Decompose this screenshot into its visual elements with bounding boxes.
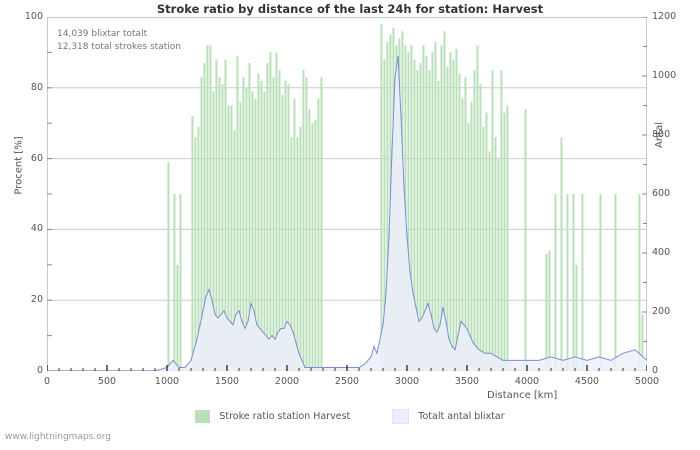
y-axis-right-tick-1000: 1000 [652,70,677,81]
gridlines [47,87,647,301]
y-axis-left-tick-20: 20 [30,294,43,306]
x-axis-tick-2500: 2500 [334,376,360,387]
y-axis-left-title: Procent [%] [13,136,25,195]
y-axis-right-title: Antal [654,122,665,149]
y-axis-right-tick-0: 0 [652,365,659,376]
x-axis-tick-3000: 3000 [394,376,420,387]
x-axis-tick-marks [47,365,647,371]
line-series-fill [47,55,647,371]
y-axis-right-tick-200: 200 [652,306,671,317]
y-axis-right-tick-1200: 1200 [652,11,677,22]
x-axis-tick-4000: 4000 [514,376,540,387]
chart-annotations: 14,039 blixtar totalt 12,318 total strok… [57,28,181,54]
x-axis-tick-2000: 2000 [274,376,300,387]
plot-svg [47,17,647,371]
annotation-station-strokes: 12,318 total strokes station [57,42,181,52]
y-axis-left-tick-0: 0 [36,365,43,376]
y-axis-left-tick-80: 80 [30,81,43,93]
x-axis-tick-5000: 5000 [634,376,660,387]
chart-legend: Stroke ratio station Harvest Totalt anta… [0,409,700,424]
legend-swatch-stroke-ratio [195,410,211,423]
x-axis-tick-0: 0 [43,376,51,387]
chart-title: Stroke ratio by distance of the last 24h… [156,2,544,16]
y-axis-right-tick-800: 800 [652,129,671,140]
x-axis-tick-4500: 4500 [574,376,600,387]
x-axis-tick-1500: 1500 [214,376,240,387]
x-axis-tick-500: 500 [97,376,117,387]
legend-item-stroke-ratio: Stroke ratio station Harvest [195,410,350,423]
minor-tick-marks [47,17,647,371]
annotation-total-strokes: 14,039 blixtar totalt [57,29,148,39]
legend-swatch-total-strokes [392,409,410,424]
y-axis-left-tick-60: 60 [30,152,43,164]
y-axis-right-tick-600: 600 [652,188,671,199]
x-axis-tick-3500: 3500 [454,376,480,387]
legend-item-total-strokes: Totalt antal blixtar [392,409,505,424]
y-axis-right-tick-400: 400 [652,247,671,258]
legend-label-total-strokes: Totalt antal blixtar [418,411,505,422]
x-axis-tick-1000: 1000 [154,376,180,387]
y-axis-left-tick-100: 100 [24,11,43,22]
y-axis-left-tick-40: 40 [30,223,43,235]
line-series-total-strokes [47,55,647,371]
x-axis-title: Distance [km] [487,390,558,401]
legend-label-stroke-ratio: Stroke ratio station Harvest [219,411,351,422]
footer-url: www.lightningmaps.org [5,432,111,442]
